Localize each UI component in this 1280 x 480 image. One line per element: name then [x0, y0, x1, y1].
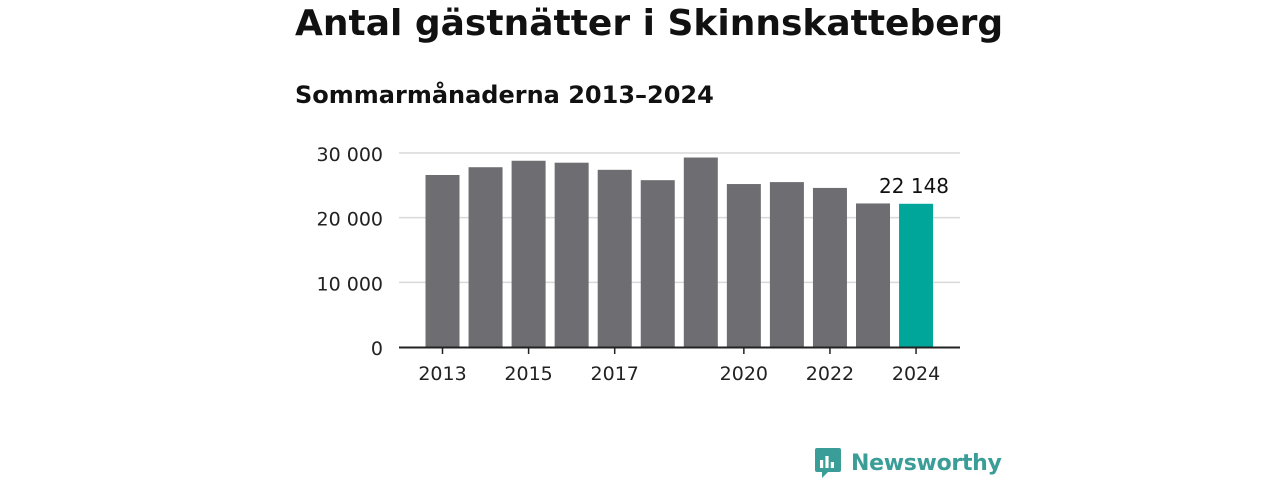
brand-logo: Newsworthy — [814, 446, 1002, 480]
chart-subtitle: Sommarmånaderna 2013–2024 — [295, 81, 714, 109]
bar-2016 — [554, 162, 589, 347]
bar-2013 — [425, 174, 460, 347]
bar-2024 — [899, 203, 934, 347]
bar-2020 — [726, 184, 761, 347]
bar-2019 — [683, 157, 718, 347]
bar-2017 — [597, 169, 632, 347]
y-tick-label: 10 000 — [317, 273, 383, 295]
bar-2023 — [856, 203, 890, 347]
bar-2014 — [468, 167, 503, 347]
x-tick-label: 2022 — [806, 363, 854, 385]
axes — [399, 346, 960, 354]
bar-2021 — [769, 182, 804, 347]
bars — [425, 157, 934, 347]
x-tick-label: 2017 — [591, 363, 639, 385]
x-tick-label: 2013 — [418, 363, 466, 385]
x-tick-label: 2024 — [892, 363, 940, 385]
x-tick-label: 2020 — [720, 363, 768, 385]
data-label: 22 148 — [879, 174, 949, 198]
y-tick-label: 0 — [371, 338, 383, 360]
bar-chart: 0 10 000 20 000 30 000 2013 2015 2017 2020 2022 2… — [317, 144, 960, 385]
brand-name: Newsworthy — [851, 450, 1002, 476]
bar-2018 — [640, 180, 675, 347]
chart-title: Antal gästnätter i Skinnskatteberg — [295, 3, 1004, 44]
x-tick-label: 2015 — [504, 363, 552, 385]
y-tick-label: 30 000 — [317, 144, 383, 166]
bar-2022 — [812, 187, 847, 347]
y-tick-label: 20 000 — [317, 209, 383, 231]
newsworthy-logo-icon — [815, 448, 841, 478]
bar-2015 — [511, 160, 546, 347]
labels: 0 10 000 20 000 30 000 2013 2015 2017 2020 2022 2… — [317, 144, 950, 385]
